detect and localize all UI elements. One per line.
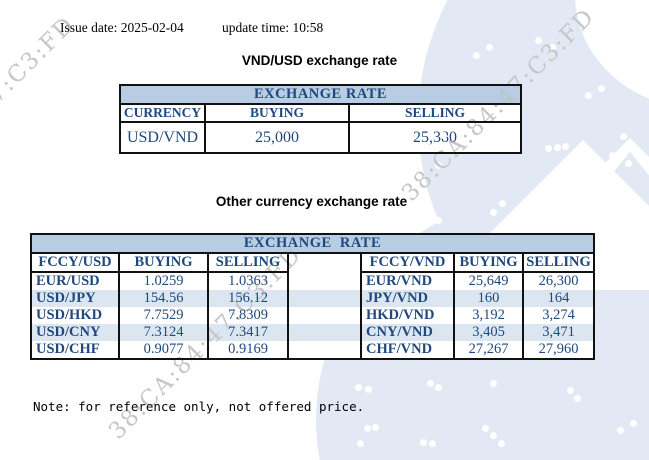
table-title-row: EXCHANGE RATE — [119, 84, 522, 105]
pair-cell: HKD/VND — [360, 307, 455, 324]
table-row: USD/CNY 7.3124 7.3417 CNY/VND 3,405 3,47… — [30, 324, 595, 341]
column-header-selling: SELLING — [522, 252, 595, 273]
buying-cell: 7.3124 — [118, 324, 209, 341]
table-title: EXCHANGE RATE — [30, 233, 595, 254]
buying-cell: 154.56 — [118, 290, 209, 307]
buying-cell: 27,267 — [453, 341, 524, 360]
pair-cell: JPY/VND — [360, 290, 455, 307]
selling-cell: 1.0363 — [207, 272, 289, 290]
table-row: USD/VND 25,000 25,380 — [119, 121, 522, 154]
column-header-selling: SELLING — [207, 252, 289, 273]
column-header-buying: BUYING — [453, 252, 524, 273]
column-header-row: CURRENCY BUYING SELLING — [119, 103, 522, 123]
selling-cell: 156.12 — [207, 290, 289, 307]
table-row: EUR/USD 1.0259 1.0363 EUR/VND 25,649 26,… — [30, 272, 595, 290]
other-currency-rate-table: EXCHANGE RATE FCCY/USD BUYING SELLING FC… — [30, 233, 595, 360]
buying-cell: 25,000 — [204, 121, 350, 154]
pair-cell: USD/CHF — [30, 341, 120, 360]
selling-cell: 3,471 — [522, 324, 595, 341]
buying-cell: 3,405 — [453, 324, 524, 341]
table-title-row: EXCHANGE RATE — [30, 233, 595, 254]
buying-cell: 7.7529 — [118, 307, 209, 324]
selling-cell: 164 — [522, 290, 595, 307]
column-header-buying: BUYING — [118, 252, 209, 273]
selling-cell: 25,380 — [348, 121, 522, 154]
gap-cell — [287, 290, 362, 307]
section2-title: Other currency exchange rate — [215, 194, 408, 209]
disclaimer-note: Note: for reference only, not offered pr… — [33, 399, 365, 414]
selling-cell: 0.9169 — [207, 341, 289, 360]
gap-cell — [287, 324, 362, 341]
buying-cell: 1.0259 — [118, 272, 209, 290]
pair-cell: USD/HKD — [30, 307, 120, 324]
update-time-label: update time: — [222, 20, 290, 35]
pair-cell: USD/JPY — [30, 290, 120, 307]
selling-cell: 7.8309 — [207, 307, 289, 324]
selling-cell: 7.3417 — [207, 324, 289, 341]
column-header-fccy-vnd: FCCY/VND — [360, 252, 455, 273]
pair-cell: EUR/VND — [360, 272, 455, 290]
buying-cell: 3,192 — [453, 307, 524, 324]
column-header-buying: BUYING — [204, 103, 350, 123]
table-title: EXCHANGE RATE — [119, 84, 522, 105]
usd-vnd-rate-table: EXCHANGE RATE CURRENCY BUYING SELLING US… — [119, 84, 522, 154]
pair-cell: EUR/USD — [30, 272, 120, 290]
update-time-value: 10:58 — [292, 20, 324, 35]
gap-cell — [287, 307, 362, 324]
column-header-selling: SELLING — [348, 103, 522, 123]
gap-cell — [287, 341, 362, 360]
document-header-line: Issue date: 2025-02-04 update time: 10:5… — [60, 20, 323, 36]
gap-cell — [287, 272, 362, 290]
table-row: USD/CHF 0.9077 0.9169 CHF/VND 27,267 27,… — [30, 341, 595, 360]
pair-cell: CNY/VND — [360, 324, 455, 341]
section1-title: VND/USD exchange rate — [241, 53, 398, 68]
buying-cell: 160 — [453, 290, 524, 307]
selling-cell: 26,300 — [522, 272, 595, 290]
issue-date-label: Issue date: — [60, 20, 118, 35]
column-header-row: FCCY/USD BUYING SELLING FCCY/VND BUYING … — [30, 252, 595, 273]
column-header-currency: CURRENCY — [119, 103, 206, 123]
selling-cell: 3,274 — [522, 307, 595, 324]
table-row: USD/JPY 154.56 156.12 JPY/VND 160 164 — [30, 290, 595, 307]
pair-cell: USD/CNY — [30, 324, 120, 341]
pair-cell: CHF/VND — [360, 341, 455, 360]
column-header-fccy-usd: FCCY/USD — [30, 252, 120, 273]
table-row: USD/HKD 7.7529 7.8309 HKD/VND 3,192 3,27… — [30, 307, 595, 324]
buying-cell: 25,649 — [453, 272, 524, 290]
pair-cell: USD/VND — [119, 121, 206, 154]
buying-cell: 0.9077 — [118, 341, 209, 360]
gap-cell — [287, 252, 362, 272]
issue-date-value: 2025-02-04 — [120, 20, 184, 35]
selling-cell: 27,960 — [522, 341, 595, 360]
